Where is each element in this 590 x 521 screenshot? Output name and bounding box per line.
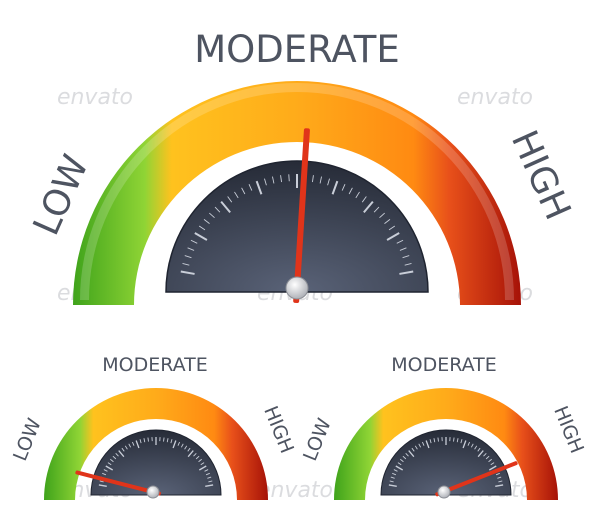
label-moderate: MODERATE <box>391 354 497 376</box>
label-high: HIGH <box>503 125 578 226</box>
watermark-text: envato <box>457 85 533 110</box>
gauge-large: LOW MODERATE HIGH <box>26 28 578 305</box>
label-low: LOW <box>26 149 97 241</box>
minor-tick <box>164 438 165 442</box>
gauge-small-left: LOW MODERATE HIGH <box>9 354 298 500</box>
label-moderate: MODERATE <box>194 28 400 71</box>
label-moderate: MODERATE <box>102 354 208 376</box>
watermark-text: envato <box>57 85 133 110</box>
needle-hub <box>438 486 450 498</box>
minor-tick <box>148 438 149 442</box>
label-low: LOW <box>299 415 336 464</box>
watermark-text: envato <box>257 478 333 503</box>
label-high: HIGH <box>259 403 298 457</box>
needle-hub <box>286 277 308 299</box>
gauge-small-right: LOW MODERATE HIGH <box>299 354 588 500</box>
needle-hub <box>147 486 159 498</box>
label-high: HIGH <box>549 403 588 457</box>
minor-tick <box>454 438 455 442</box>
minor-tick <box>438 438 439 442</box>
label-low: LOW <box>9 415 46 464</box>
